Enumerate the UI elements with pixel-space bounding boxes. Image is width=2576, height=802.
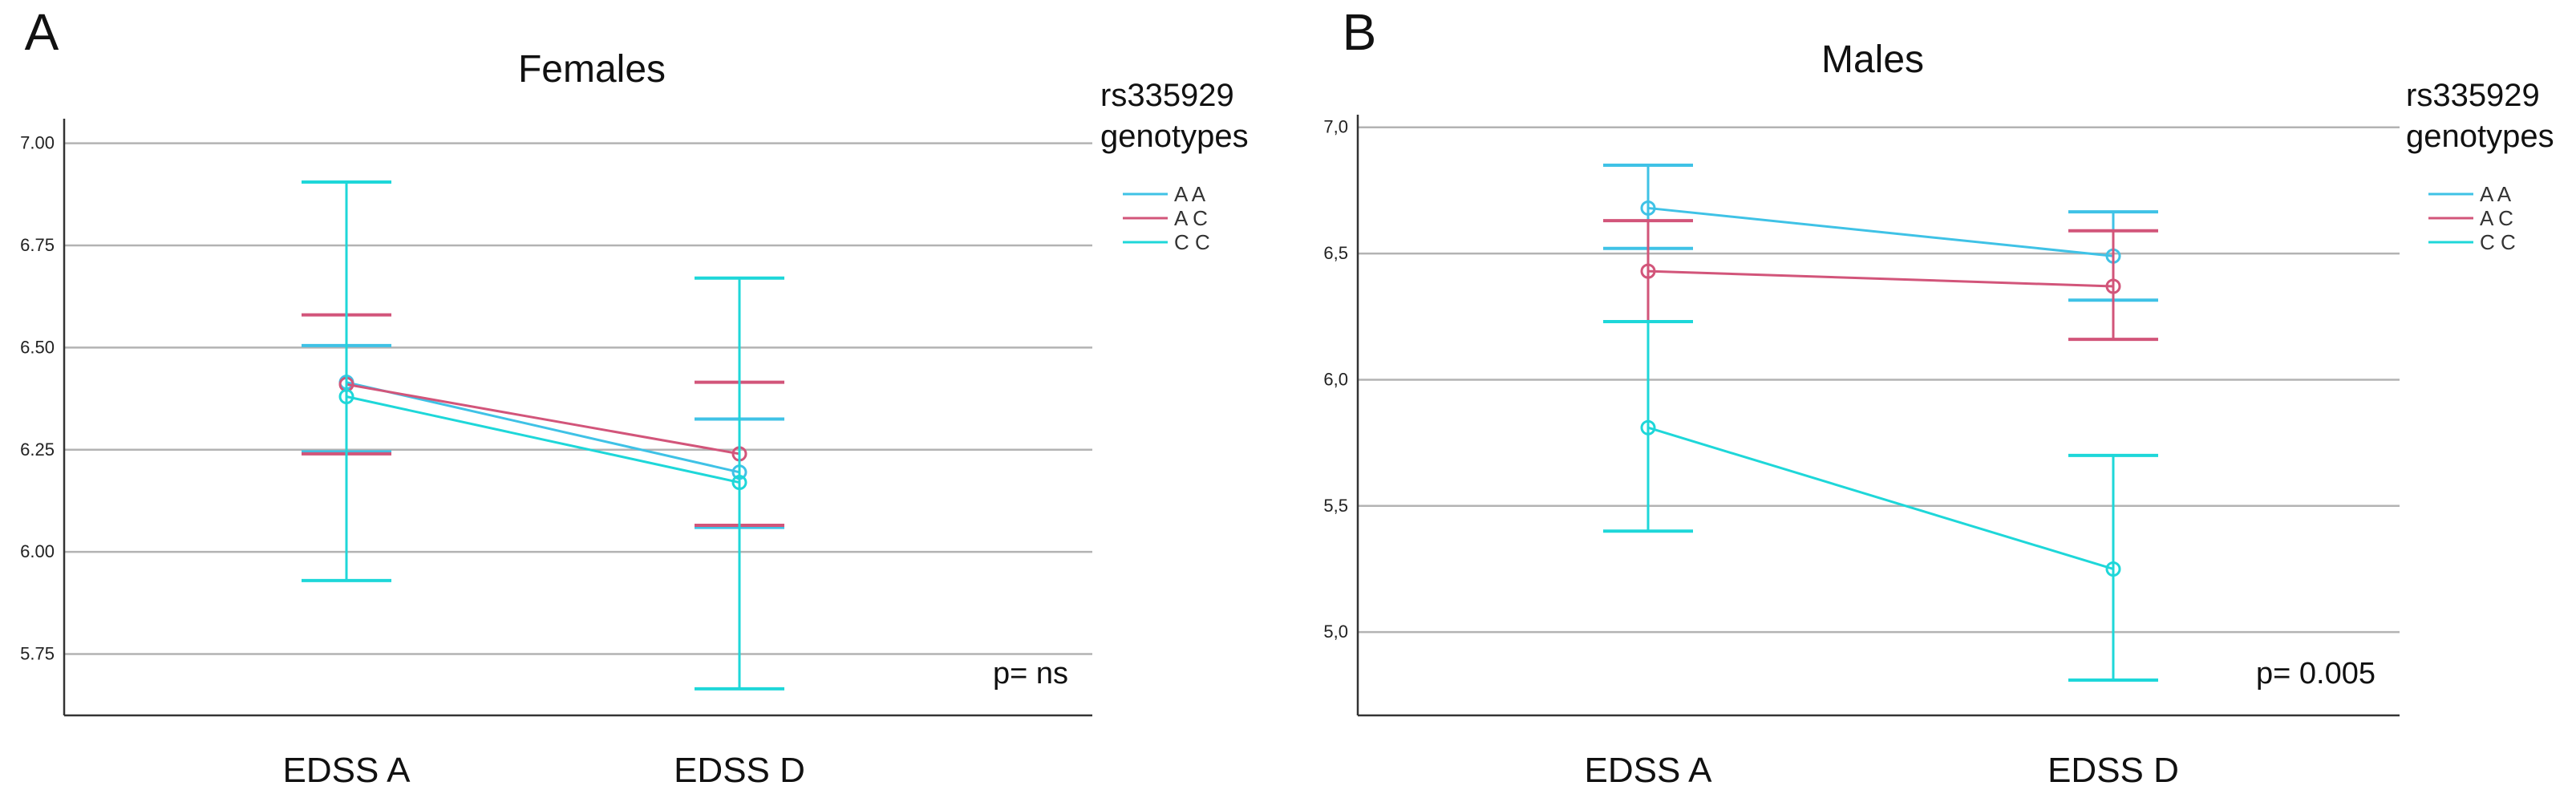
p-value-annotation: p= 0.005	[2256, 657, 2376, 691]
y-tick-label: 6.50	[20, 337, 55, 357]
p-value-annotation: p= ns	[993, 657, 1068, 691]
series-line	[1647, 206, 2114, 257]
legend-title: rs335929	[1100, 78, 1234, 113]
data-point	[1640, 200, 1656, 216]
y-tick-label: 6,5	[1323, 243, 1348, 263]
y-tick-label: 6.25	[20, 439, 55, 460]
x-tick-label: EDSS A	[283, 751, 411, 790]
y-tick-label: 5,5	[1323, 496, 1348, 516]
series-line	[1647, 426, 2114, 570]
legend-title: rs335929	[2406, 78, 2540, 113]
y-tick-label: 7,0	[1323, 117, 1348, 137]
series-line	[1647, 269, 2114, 288]
series-line	[346, 381, 740, 474]
x-tick-label: EDSS D	[674, 751, 805, 790]
data-point	[1640, 419, 1656, 435]
legend-label: C C	[2480, 230, 2516, 254]
x-tick-label: EDSS A	[1585, 751, 1713, 790]
legend-label: C C	[1174, 230, 1210, 254]
data-point	[2105, 278, 2121, 294]
y-tick-label: 6,0	[1323, 369, 1348, 389]
legend-title: genotypes	[2406, 119, 2554, 154]
series-aa	[302, 343, 784, 529]
legend-label: A A	[2480, 182, 2512, 206]
legend: rs335929 genotypes A AA CC C	[2406, 78, 2554, 254]
y-tick-label: 5,0	[1323, 622, 1348, 642]
series-line	[346, 395, 740, 484]
legend-label: A C	[2480, 206, 2513, 230]
panel-letter: B	[1343, 3, 1377, 61]
panel-letter: A	[25, 3, 59, 61]
legend-title: genotypes	[1100, 119, 1249, 154]
series-cc	[302, 180, 784, 691]
y-tick-label: 5.75	[20, 644, 55, 664]
panel-a: A Females 5.75 6.00 6.25 6.50 6.75 7.00 EDSS A ED…	[20, 3, 1248, 790]
panel-b: B Males 5,0 5,5 6,0 6,5 7,0 EDSS A EDSS D p= 0.00…	[1323, 3, 2554, 790]
chart-title: Females	[518, 48, 666, 91]
x-tick-label: EDSS D	[2047, 751, 2179, 790]
legend-label: A C	[1174, 206, 1208, 230]
legend: rs335929 genotypes A AA CC C	[1100, 78, 1249, 254]
chart-title: Males	[1821, 38, 1924, 81]
legend-label: A A	[1174, 182, 1206, 206]
data-point	[338, 389, 354, 405]
y-tick-label: 7.00	[20, 133, 55, 153]
y-tick-label: 6.75	[20, 235, 55, 255]
series-line	[346, 383, 740, 456]
data-point	[731, 475, 747, 491]
series-cc	[1603, 320, 2158, 682]
data-point	[2105, 561, 2121, 577]
y-tick-label: 6.00	[20, 541, 55, 561]
data-point	[1640, 263, 1656, 279]
